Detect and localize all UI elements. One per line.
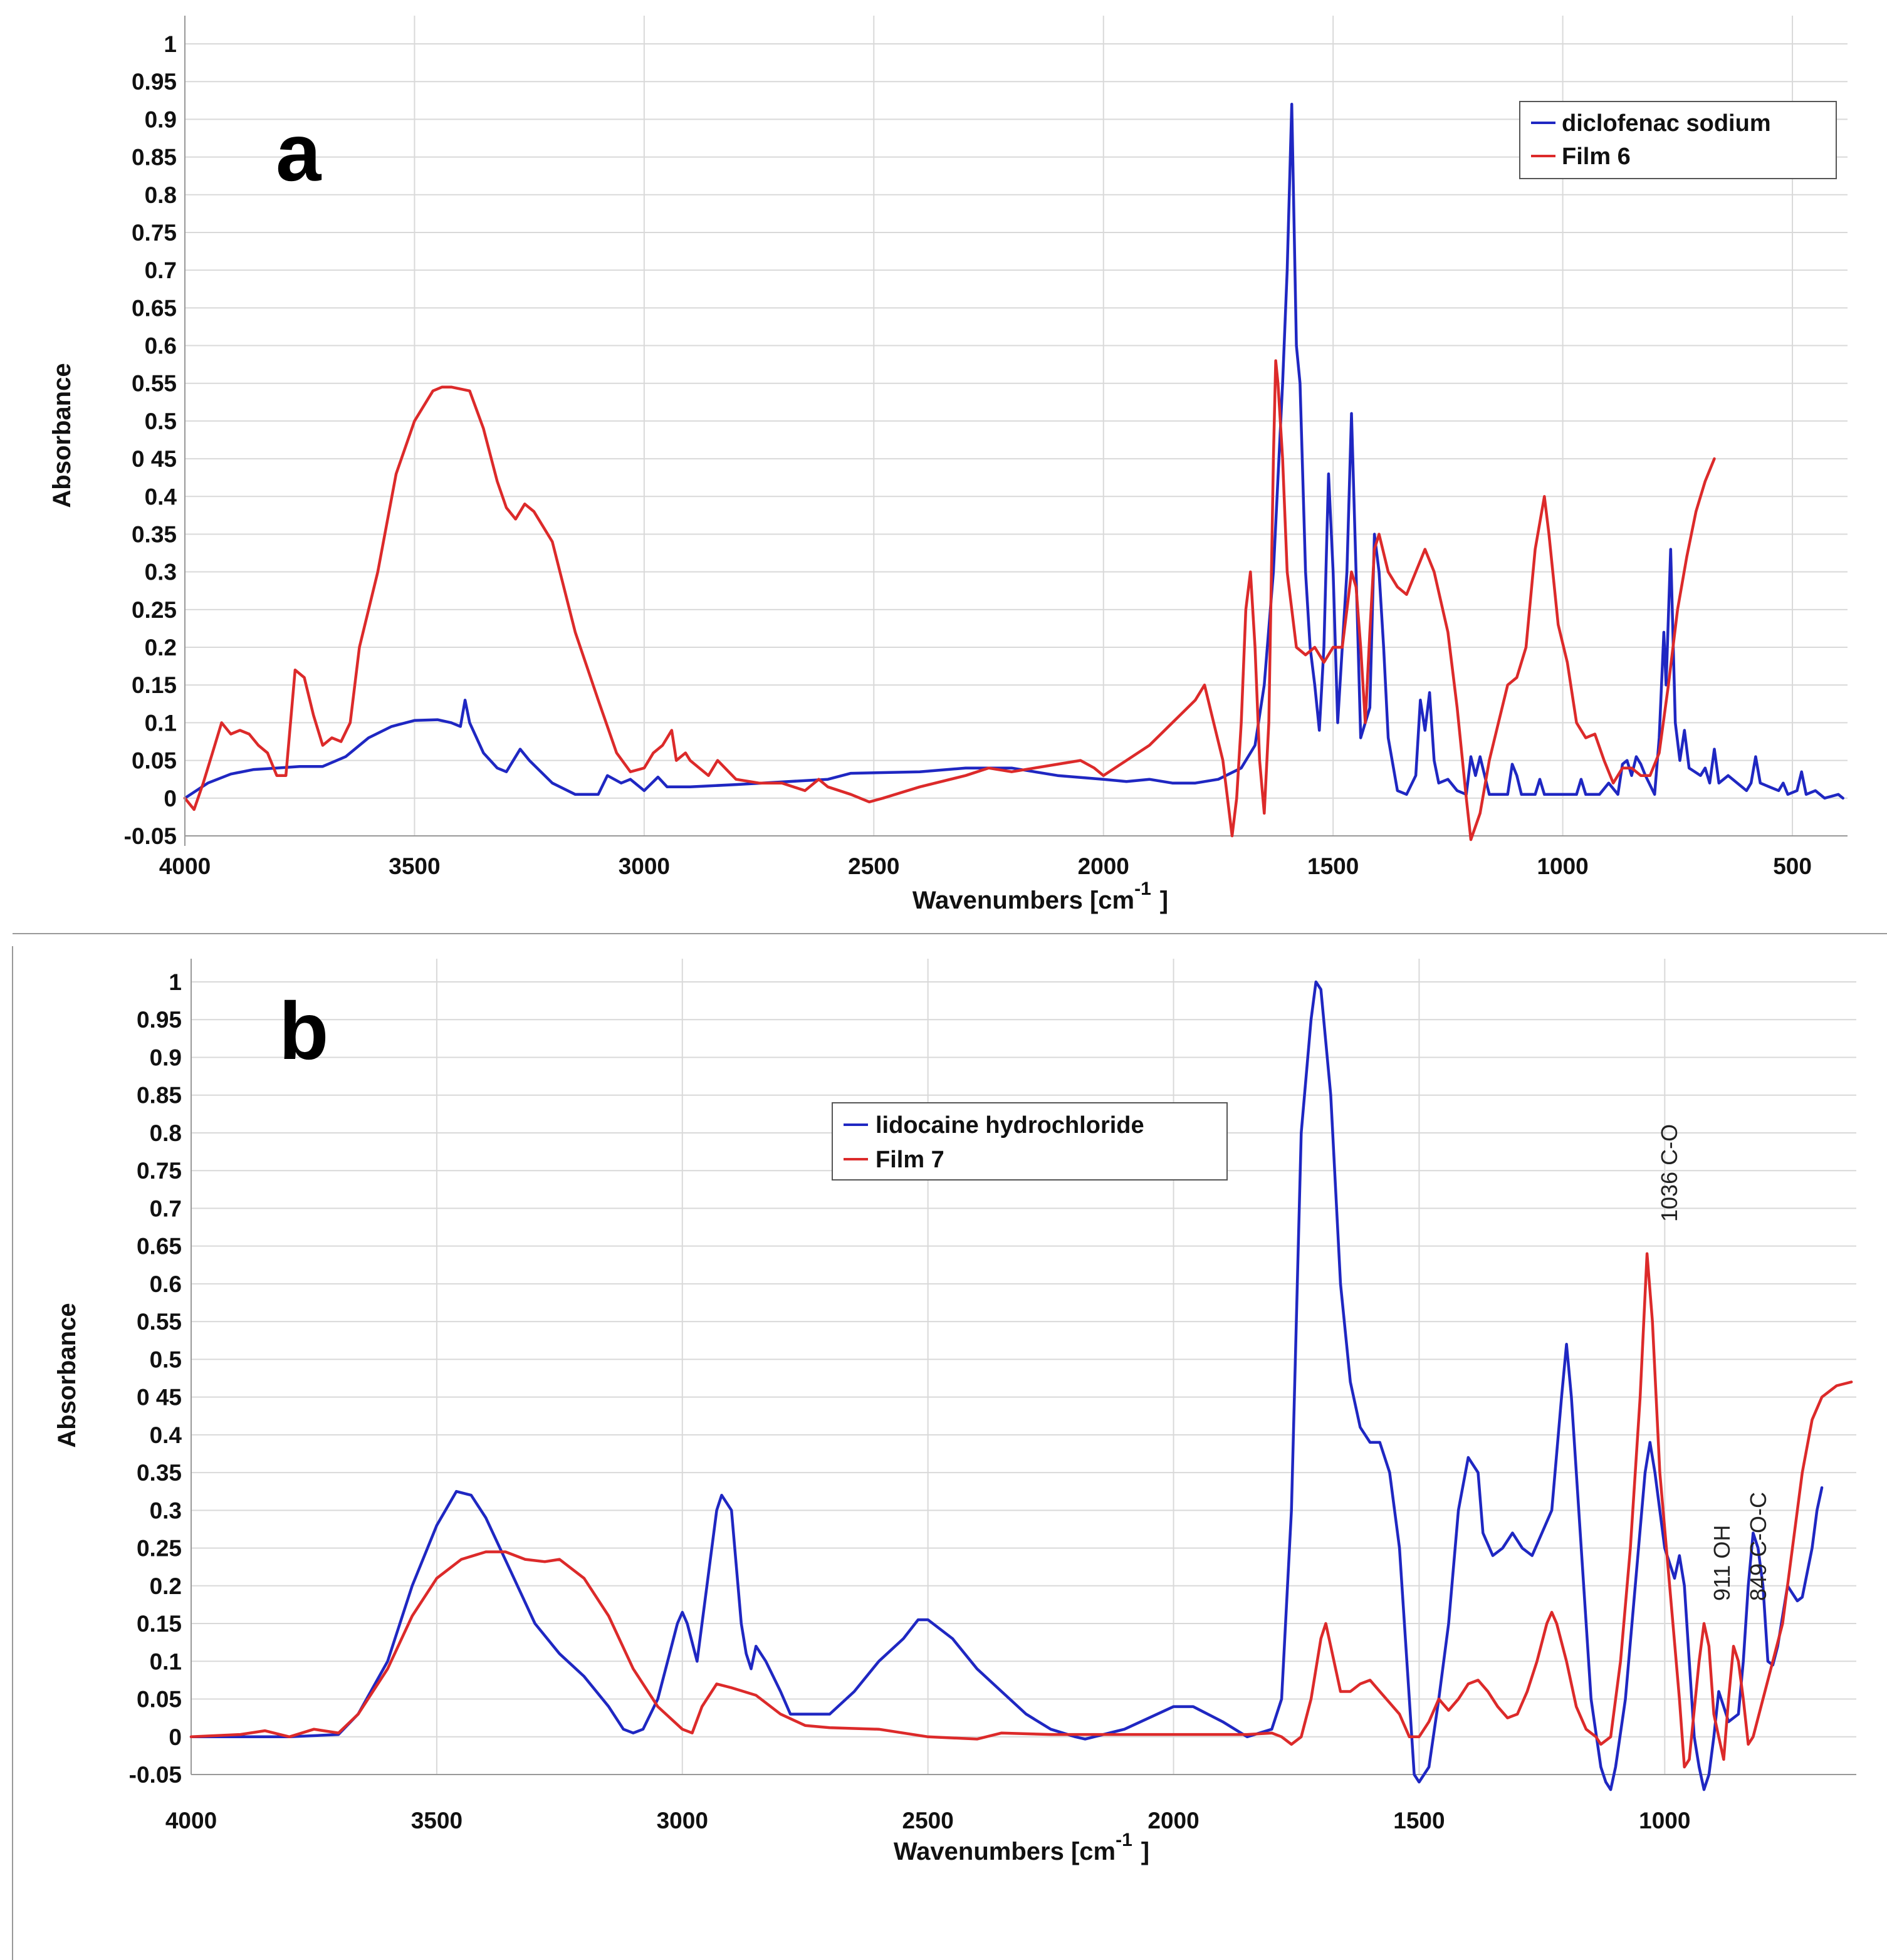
y-tick-label-a-0-05: 0.05	[132, 748, 177, 774]
panel-b-label: b	[279, 985, 328, 1076]
y-tick-label-a-0-4: 0.4	[145, 484, 177, 509]
panel-b-legend-label-lidocaine: lidocaine hydrochloride	[876, 1112, 1144, 1139]
y-tick-label-a-0-5: 0.5	[145, 409, 177, 434]
series-line-b-lidocaine-hydrochloride	[189, 980, 1824, 1791]
y-tick-label-b-0-05: 0.05	[137, 1687, 182, 1712]
plot-area-b: 1 0.95 0.9 0.85 0.8 0.75 0.7 0.65 0.6 0.55 0.5 0 45…	[129, 959, 1856, 1833]
y-tick-label-b-1: 1	[169, 969, 182, 995]
x-tick-label-a-2500: 2500	[848, 853, 899, 879]
y-tick-label-b-0-3: 0.3	[150, 1498, 182, 1523]
x-tick-label-a-1500: 1500	[1307, 853, 1359, 879]
y-tick-label-b-0-55: 0.55	[137, 1309, 182, 1335]
panel-a-legend-label-diclofenac: diclofenac sodium	[1562, 110, 1771, 137]
y-tick-label-b-0-45: 0 45	[137, 1385, 182, 1410]
panel-a-legend: diclofenac sodium Film 6	[1519, 101, 1837, 179]
y-tick-label-b-0-4: 0.4	[150, 1422, 182, 1448]
panel-b-legend-label-film-7: Film 7	[876, 1147, 944, 1173]
y-tick-label-a-0-95: 0.95	[132, 69, 177, 95]
y-tick-label-b-0-25: 0.25	[137, 1536, 182, 1561]
annotation-1036-c-o: 1036 C-O	[1656, 1124, 1682, 1222]
y-tick-label-a-0-45: 0 45	[132, 446, 177, 472]
panel-a-x-axis-title-main: Wavenumbers [cm	[912, 887, 1134, 914]
y-tick-label-b-0-2: 0.2	[150, 1573, 182, 1599]
y-tick-label-b-0-65: 0.65	[137, 1234, 182, 1259]
x-tick-label-a-4000: 4000	[159, 853, 211, 879]
y-tick-label-a-0-1: 0.1	[145, 710, 177, 736]
y-tick-label-a-0-65: 0.65	[132, 295, 177, 321]
y-tick-label-b-0-8: 0.8	[150, 1120, 182, 1146]
y-tick-label-b-0-15: 0.15	[137, 1611, 182, 1637]
y-tick-label-b-0: 0	[169, 1724, 182, 1750]
y-tick-label-a-1: 1	[164, 31, 177, 57]
y-tick-label-b-0-6: 0.6	[150, 1271, 182, 1297]
panel-b-x-axis-title-tail: ]	[1141, 1838, 1149, 1865]
y-tick-label-b-0-1: 0.1	[150, 1649, 182, 1674]
panel-b-x-axis-title-main: Wavenumbers [cm	[894, 1838, 1116, 1865]
y-tick-label-a-0-9: 0.9	[145, 107, 177, 132]
annotation-849-c-o-c: 849 C-O-C	[1745, 1492, 1771, 1601]
x-tick-label-a-2000: 2000	[1078, 853, 1129, 879]
panel-a-x-axis-title-sup: -1	[1134, 878, 1151, 899]
x-tick-label-b-4000: 4000	[165, 1808, 217, 1833]
x-tick-label-a-3000: 3000	[619, 853, 670, 879]
y-tick-label-a-0-05: -0.05	[124, 823, 177, 849]
panel-b-y-axis-title: Absorbance	[53, 1303, 81, 1447]
x-tick-label-b-1000: 1000	[1639, 1808, 1690, 1833]
y-tick-label-a-0-6: 0.6	[145, 333, 177, 359]
x-tick-label-b-2000: 2000	[1147, 1808, 1199, 1833]
panel-b-x-axis-title-sup: -1	[1116, 1830, 1132, 1850]
x-tick-label-a-3500: 3500	[389, 853, 440, 879]
y-tick-label-a-0-7: 0.7	[145, 258, 177, 283]
panel-a-x-axis-title-tail: ]	[1160, 887, 1168, 914]
y-tick-label-a-0-35: 0.35	[132, 521, 177, 547]
y-tick-label-b-0-95: 0.95	[137, 1007, 182, 1033]
y-tick-label-a-0: 0	[164, 786, 177, 811]
series-line-b-film-7	[189, 1252, 1853, 1769]
y-tick-label-b-0-85: 0.85	[137, 1083, 182, 1108]
y-tick-label-b-0-05: -0.05	[129, 1762, 182, 1788]
x-tick-label-b-2500: 2500	[902, 1808, 954, 1833]
panel-b-x-axis-title: Wavenumbers [cm-1]	[894, 1830, 1149, 1865]
y-tick-label-b-0-5: 0.5	[150, 1347, 182, 1372]
x-tick-label-a-500: 500	[1773, 853, 1812, 879]
panel-b-legend-box	[832, 1102, 1228, 1181]
x-tick-label-b-3500: 3500	[411, 1808, 463, 1833]
y-tick-label-a-0-85: 0.85	[132, 145, 177, 170]
annotation-911-oh: 911 OH	[1709, 1525, 1735, 1601]
series-line-a-diclofenac-sodium	[183, 103, 1844, 800]
y-tick-label-a-0-75: 0.75	[132, 220, 177, 246]
y-tick-label-a-0-8: 0.8	[145, 182, 177, 208]
panel-a-y-axis-title: Absorbance	[48, 363, 76, 508]
panel-a-x-axis-title: Wavenumbers [cm-1]	[912, 878, 1168, 914]
chart-panel-b: 1 0.95 0.9 0.85 0.8 0.75 0.7 0.65 0.6 0.55 0.5 0 45…	[12, 933, 1887, 1960]
y-tick-label-b-0-35: 0.35	[137, 1460, 182, 1486]
panel-a-legend-box	[1519, 101, 1837, 179]
y-tick-label-a-0-3: 0.3	[145, 560, 177, 585]
x-tick-label-b-3000: 3000	[657, 1808, 708, 1833]
panel-b-legend: lidocaine hydrochloride Film 7	[832, 1102, 1228, 1181]
y-tick-label-b-0-75: 0.75	[137, 1158, 182, 1184]
chart-panel-a: 1 0.95 0.9 0.85 0.8 0.75 0.7 0.65 0.6 0.55 0.5 0 45…	[48, 16, 1848, 914]
x-tick-label-b-1500: 1500	[1393, 1808, 1445, 1833]
y-tick-label-a-0-55: 0.55	[132, 371, 177, 397]
y-tick-label-b-0-7: 0.7	[150, 1196, 182, 1221]
y-tick-label-a-0-25: 0.25	[132, 597, 177, 623]
y-tick-label-a-0-2: 0.2	[145, 635, 177, 660]
series-line-a-film-6	[183, 359, 1716, 842]
y-tick-label-b-0-9: 0.9	[150, 1045, 182, 1070]
y-tick-label-a-0-15: 0.15	[132, 672, 177, 698]
panel-a-legend-label-film-6: Film 6	[1562, 143, 1631, 170]
x-tick-label-a-1000: 1000	[1537, 853, 1588, 879]
panel-a-label: a	[276, 107, 322, 198]
